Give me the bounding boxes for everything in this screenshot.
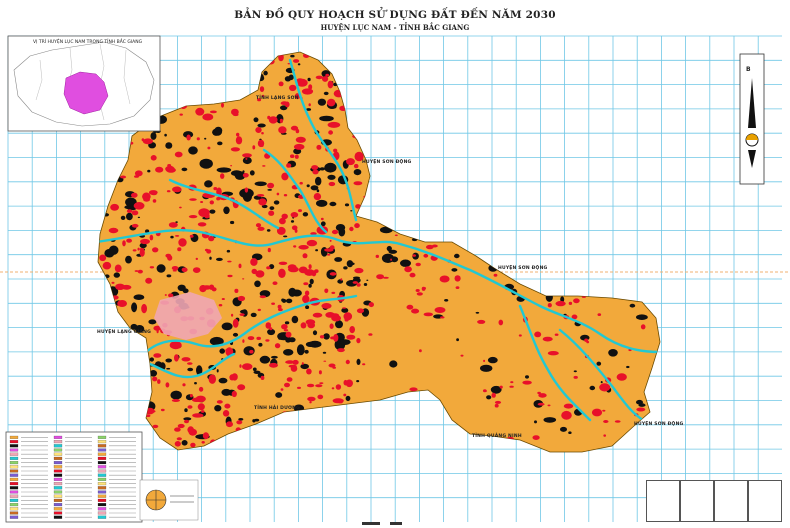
info-box-2 [680,480,714,522]
place-label-south-east: TỈNH QUẢNG NINH [472,434,522,439]
bottom-scale-bar [362,522,402,525]
place-label-far-south-east: HUYỆN SƠN ĐỘNG [634,422,684,427]
scale-indicator [139,479,199,521]
north-arrow [739,53,765,185]
place-label-north-east: HUYỆN SƠN ĐỘNG [362,160,412,165]
inset-map [7,35,161,132]
info-box-1 [646,480,680,522]
place-label-west: HUYỆN LẠNG GIANG [97,330,151,335]
info-box-3 [714,480,748,522]
river-network [98,58,660,424]
map-subtitle: HUYỆN LỤC NAM - TỈNH BẮC GIANG [320,23,470,32]
place-label-south: TỈNH HẢI DƯƠNG [254,406,301,411]
legend [5,431,143,523]
info-box-4 [748,480,782,522]
urban-land-area [154,292,222,340]
inset-title: VỊ TRÍ HUYỆN LỤC NAM TRONG TỈNH BẮC GIAN… [33,40,143,45]
north-arrow-letter: B [746,66,751,73]
map-title: BẢN ĐỒ QUY HOẠCH SỬ DỤNG ĐẤT ĐẾN NĂM 203… [234,9,556,21]
place-label-north-west: TỈNH LẠNG SƠN [256,96,299,101]
place-label-east: HUYỆN SƠN ĐỘNG [498,266,548,271]
inset-district-highlight [63,71,109,115]
district-area [97,51,661,453]
